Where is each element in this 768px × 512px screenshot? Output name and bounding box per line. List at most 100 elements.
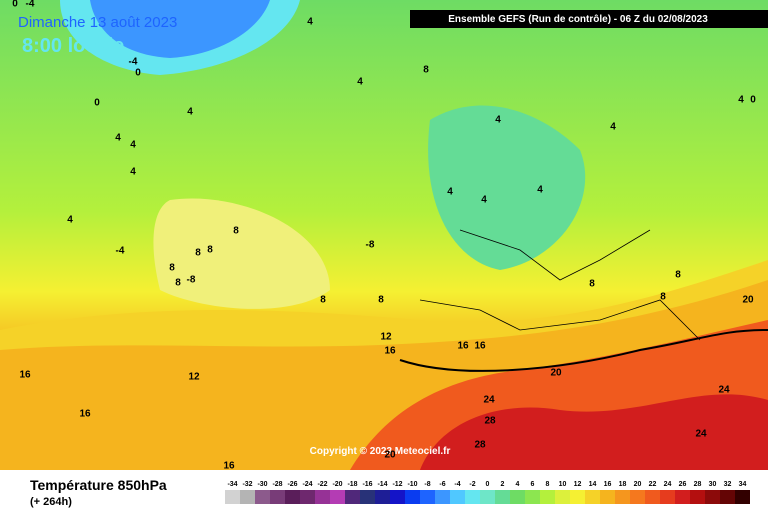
contour-label: 16 xyxy=(223,461,235,472)
legend-label: -12 xyxy=(392,481,402,488)
legend-label: -10 xyxy=(407,481,417,488)
legend-label: 4 xyxy=(516,481,520,488)
contour-label: 4 xyxy=(67,215,73,226)
legend-label: -8 xyxy=(424,481,430,488)
contour-label: 16 xyxy=(79,409,91,420)
legend-label: -26 xyxy=(287,481,297,488)
date-text: Dimanche 13 août 2023 xyxy=(18,14,177,31)
borders xyxy=(419,229,701,341)
contour-label: 24 xyxy=(695,429,707,440)
legend-label: 20 xyxy=(634,481,642,488)
legend-label: 16 xyxy=(604,481,612,488)
legend-swatch xyxy=(480,490,495,504)
contour-label: 16 xyxy=(384,346,396,357)
legend-swatch xyxy=(435,490,450,504)
legend-label: -16 xyxy=(362,481,372,488)
legend-swatch xyxy=(720,490,735,504)
legend-label: -28 xyxy=(272,481,282,488)
legend-label: 22 xyxy=(649,481,657,488)
contour-label: 8 xyxy=(233,226,239,237)
contour-label: 4 xyxy=(357,77,363,88)
contour-label: 8 xyxy=(195,248,201,259)
legend-swatch xyxy=(690,490,705,504)
time-text: 8:00 locale xyxy=(22,35,124,57)
legend-label: 2 xyxy=(501,481,505,488)
legend-swatch xyxy=(645,490,660,504)
contour-label: 4 xyxy=(447,187,453,198)
zone-28 xyxy=(420,394,768,470)
contour-label: 28 xyxy=(474,440,486,451)
legend-swatch xyxy=(675,490,690,504)
contour-label: 28 xyxy=(484,416,496,427)
legend-label: 8 xyxy=(546,481,550,488)
legend-label: 0 xyxy=(486,481,490,488)
legend-swatch xyxy=(330,490,345,504)
contour-label: 16 xyxy=(19,370,31,381)
legend-label: -34 xyxy=(227,481,237,488)
legend-swatch xyxy=(555,490,570,504)
contour-label: 16 xyxy=(474,341,486,352)
legend-label: 18 xyxy=(619,481,627,488)
legend-swatch xyxy=(255,490,270,504)
copyright: Copyright © 2023 Meteociel.fr xyxy=(310,446,451,457)
contour-label: 8 xyxy=(207,245,213,256)
legend-label: -4 xyxy=(454,481,460,488)
coastline xyxy=(399,329,768,372)
contour-label: 20 xyxy=(742,295,754,306)
legend-swatch xyxy=(345,490,360,504)
legend-label: -6 xyxy=(439,481,445,488)
legend-swatch xyxy=(420,490,435,504)
contour-label: 8 xyxy=(378,295,384,306)
contour-label: 0 xyxy=(94,98,100,109)
model-banner xyxy=(410,10,768,28)
legend-label: -20 xyxy=(332,481,342,488)
zone-cold xyxy=(90,0,270,58)
legend-label: -22 xyxy=(317,481,327,488)
legend-label: -2 xyxy=(469,481,475,488)
contour-label: 8 xyxy=(589,279,595,290)
contour-label: 4 xyxy=(537,185,543,196)
contour-label: 12 xyxy=(188,372,200,383)
legend-label: 34 xyxy=(739,481,747,488)
legend-label: -18 xyxy=(347,481,357,488)
contour-label: -8 xyxy=(366,240,375,251)
legend-swatch xyxy=(525,490,540,504)
contour-label: 4 xyxy=(130,140,136,151)
zone-4 xyxy=(428,105,586,270)
contour-label: 8 xyxy=(660,292,666,303)
contour-label: -4 xyxy=(26,0,35,10)
legend-swatch xyxy=(450,490,465,504)
contour-label: 4 xyxy=(130,167,136,178)
legend-swatch xyxy=(315,490,330,504)
contour-label: 8 xyxy=(423,65,429,76)
legend-label: -30 xyxy=(257,481,267,488)
contour-label: -8 xyxy=(187,275,196,286)
contour-label: 4 xyxy=(187,107,193,118)
contour-label: 4 xyxy=(115,133,121,144)
contour-label: 4 xyxy=(495,115,501,126)
contour-label: 4 xyxy=(610,122,616,133)
contour-label: 8 xyxy=(169,263,175,274)
legend-label: 30 xyxy=(709,481,717,488)
legend-swatch xyxy=(240,490,255,504)
contour-label: -4 xyxy=(129,57,138,68)
legend-swatch xyxy=(495,490,510,504)
legend-label: -32 xyxy=(242,481,252,488)
legend-swatch xyxy=(285,490,300,504)
contour-label: 8 xyxy=(175,278,181,289)
legend-swatch xyxy=(735,490,750,504)
legend-label: 28 xyxy=(694,481,702,488)
contour-label: 24 xyxy=(483,395,495,406)
legend-label: 24 xyxy=(664,481,672,488)
legend-swatch xyxy=(615,490,630,504)
legend-swatch xyxy=(570,490,585,504)
legend-label: 6 xyxy=(531,481,535,488)
legend-swatch xyxy=(585,490,600,504)
legend-swatch xyxy=(705,490,720,504)
contour-label: 12 xyxy=(380,332,392,343)
legend-swatch xyxy=(390,490,405,504)
model-text: Ensemble GEFS (Run de contrôle) - 06 Z d… xyxy=(448,14,708,25)
contour-label: 4 xyxy=(307,17,313,28)
legend-swatch xyxy=(510,490,525,504)
